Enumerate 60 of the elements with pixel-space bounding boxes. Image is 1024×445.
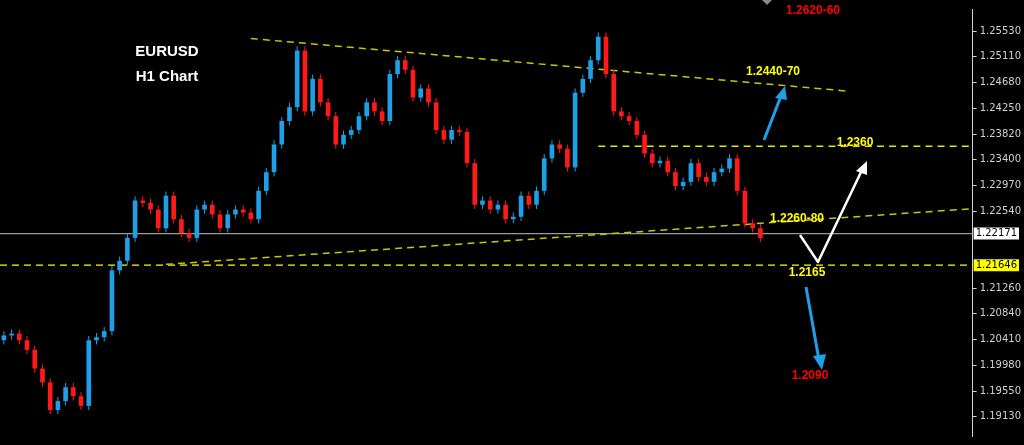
candlestick [696,158,701,182]
y-tick-label: 1.19550 [979,385,1022,397]
y-tick-label: 1.22540 [979,204,1022,216]
candlestick [225,209,231,233]
candlestick [642,130,647,159]
y-tick-label: 1.20410 [979,333,1022,345]
candlestick [534,186,539,210]
y-tick-label: 1.19130 [979,410,1022,422]
candlestick [117,256,122,276]
candlestick [1,330,7,345]
y-tick-label: 1.24680 [979,76,1022,88]
annotation: 1.2165 [788,265,826,280]
candlestick [426,83,431,108]
candlestick [449,125,454,145]
candlestick [125,233,130,266]
text: H1 Chart [135,67,199,85]
candlestick [171,190,176,224]
candlestick [727,153,732,174]
candlestick [40,363,45,388]
candlestick [155,204,161,233]
candlestick [32,345,38,374]
candlestick [503,200,508,224]
y-tick-label: 1.25530 [979,24,1022,36]
candlestick [186,228,192,243]
text: EURUSD [135,42,199,60]
candlestick [665,156,671,177]
y-tick-label: 1.20840 [979,307,1022,319]
candlestick [209,200,215,220]
y-tick-label: 1.22970 [979,179,1022,191]
candlestick [318,74,323,108]
candlestick [495,200,501,215]
ref-line-label: 1.22171 [975,227,1018,239]
y-tick-label: 1.25110 [979,50,1022,62]
y-tick-label: 1.21260 [979,282,1022,294]
annotation: 1.2360 [836,135,874,150]
candlestick [63,382,68,406]
candlestick [758,223,763,243]
candlestick [626,111,632,126]
candlestick [588,55,593,84]
candlestick [649,148,655,168]
candlestick [264,167,269,196]
y-tick-label: 1.23820 [979,127,1022,139]
annotation: 1.2260-80 [769,211,825,226]
y-tick-label: 1.19980 [979,359,1022,371]
y-tick-label: 1.23400 [979,153,1022,165]
annotation: 1.2620-60 [785,3,841,18]
candlestick [179,214,184,238]
ref-line-label: 1.21646 [975,258,1018,270]
candlestick [395,55,400,79]
candlestick [402,55,408,75]
y-tick-label: 1.24250 [979,101,1022,113]
candlestick [341,130,346,150]
candlestick [595,31,601,65]
candlestick [673,167,678,191]
candlestick [279,116,285,150]
candlestick [364,97,369,121]
candlestick [287,102,292,126]
annotation: 1.2090 [791,368,829,383]
annotation: 1.2440-70 [745,64,801,79]
candlestick [565,144,570,173]
